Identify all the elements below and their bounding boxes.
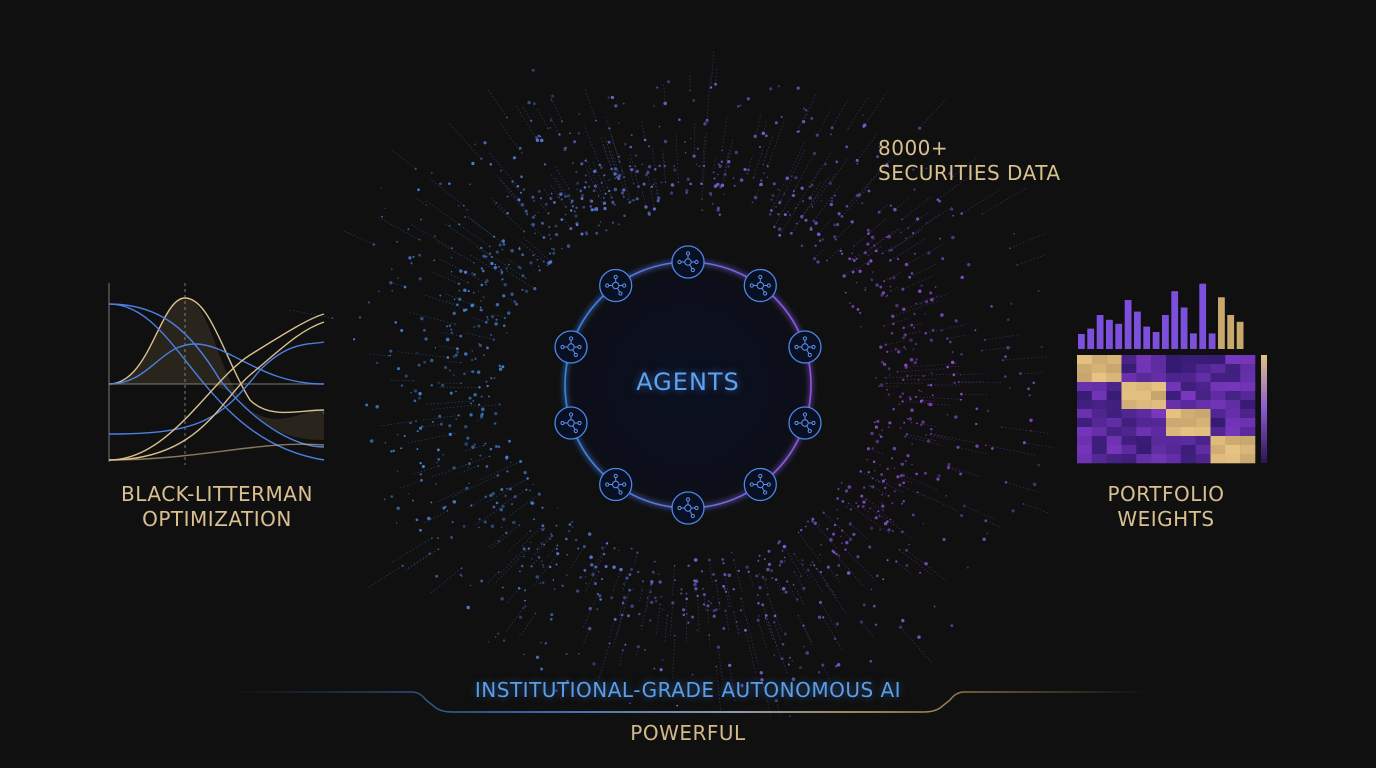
network-node-icon bbox=[560, 336, 582, 358]
agent-node bbox=[599, 268, 633, 303]
agent-nodes bbox=[554, 245, 822, 525]
network-node-icon bbox=[677, 251, 699, 273]
agent-node bbox=[599, 467, 633, 502]
heatmap-legend-bar bbox=[1261, 355, 1267, 463]
black-litterman-curves-icon bbox=[108, 283, 325, 465]
footer-subtagline: POWERFUL bbox=[630, 721, 746, 745]
network-node-icon bbox=[605, 274, 627, 296]
footer-tagline: INSTITUTIONAL-GRADE AUTONOMOUS AI bbox=[474, 678, 902, 702]
agent-node bbox=[671, 245, 705, 279]
agent-node bbox=[671, 491, 705, 525]
black-litterman-label-line2: OPTIMIZATION bbox=[142, 507, 292, 531]
agents-title: AGENTS bbox=[636, 368, 740, 396]
portfolio-weights-label: PORTFOLIO WEIGHTS bbox=[1086, 482, 1246, 532]
portfolio-weights-bars bbox=[1078, 283, 1244, 349]
portfolio-weights-label-line1: PORTFOLIO bbox=[1107, 482, 1225, 506]
portfolio-weights-label-line2: WEIGHTS bbox=[1117, 507, 1215, 531]
network-node-icon bbox=[749, 274, 771, 296]
network-node-icon bbox=[794, 412, 816, 434]
network-node-icon bbox=[560, 412, 582, 434]
securities-data-text: SECURITIES DATA bbox=[878, 161, 1061, 185]
securities-data-label: 8000+ SECURITIES DATA bbox=[878, 136, 1061, 186]
agent-node bbox=[788, 330, 822, 364]
agent-node bbox=[788, 406, 822, 440]
agent-node bbox=[554, 406, 588, 440]
agent-node bbox=[743, 268, 777, 303]
footer-frame-line bbox=[230, 691, 1146, 713]
particle-burst-ring bbox=[290, 51, 1054, 718]
agent-node bbox=[554, 330, 588, 364]
network-node-icon bbox=[794, 336, 816, 358]
network-node-icon bbox=[749, 473, 771, 495]
covariance-heatmap bbox=[1077, 355, 1256, 464]
securities-count: 8000+ bbox=[878, 136, 949, 160]
network-node-icon bbox=[605, 473, 627, 495]
black-litterman-label-line1: BLACK-LITTERMAN bbox=[121, 482, 313, 506]
black-litterman-label: BLACK-LITTERMAN OPTIMIZATION bbox=[100, 482, 334, 532]
network-node-icon bbox=[677, 497, 699, 519]
agent-node bbox=[743, 467, 777, 502]
